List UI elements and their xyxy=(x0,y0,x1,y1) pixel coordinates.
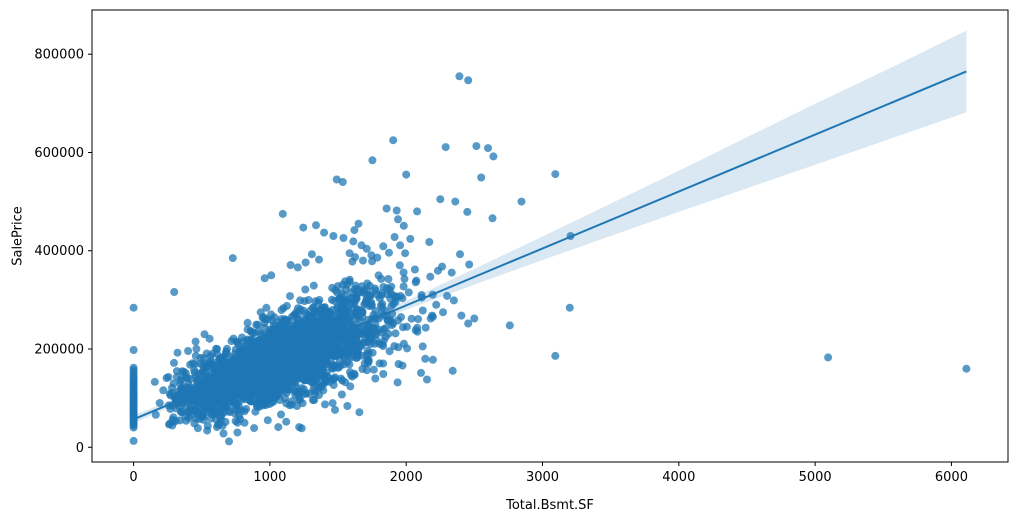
y-axis-label: SalePrice xyxy=(10,206,26,266)
x-tick-label: 1000 xyxy=(253,470,286,485)
x-tick-label: 4000 xyxy=(662,470,695,485)
y-tick-label: 800000 xyxy=(34,48,84,63)
x-tick-label: 0 xyxy=(129,470,137,485)
x-axis-label: Total.Bsmt.SF xyxy=(506,498,594,513)
y-tick-label: 600000 xyxy=(34,146,84,161)
x-tick-label: 3000 xyxy=(526,470,559,485)
y-tick-label: 200000 xyxy=(34,343,84,358)
x-tick-label: 5000 xyxy=(799,470,832,485)
x-tick-label: 6000 xyxy=(935,470,968,485)
x-tick-label: 2000 xyxy=(390,470,423,485)
y-tick-label: 400000 xyxy=(34,244,84,259)
y-tick-label: 0 xyxy=(76,441,84,456)
